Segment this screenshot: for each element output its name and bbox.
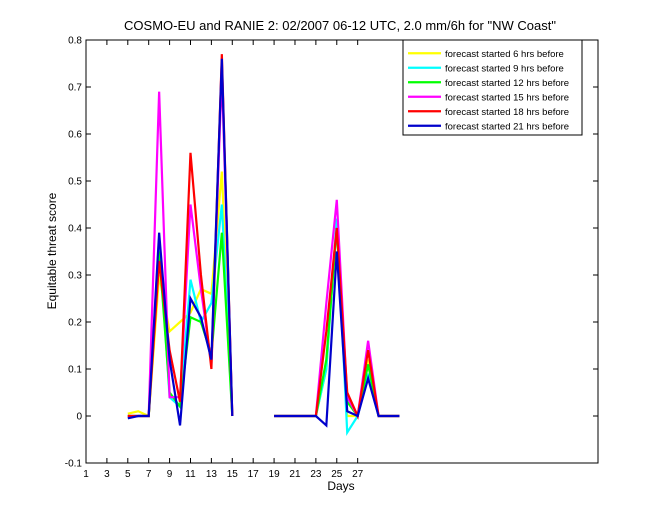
x-tick-label: 21 [289,469,301,480]
y-tick-label: 0.2 [68,318,82,329]
y-tick-label: 0.4 [68,224,82,235]
legend-entry: forecast started 9 hrs before [445,63,564,74]
x-axis-label: Days [327,479,354,493]
y-tick-label: 0 [76,412,82,423]
series-line [127,58,400,428]
x-tick-label: 17 [248,469,260,480]
y-axis-label: Equitable threat score [45,192,59,309]
x-tick-label: 23 [310,469,322,480]
legend-entry: forecast started 15 hrs before [445,92,569,103]
y-tick-label: 0.5 [68,177,82,188]
legend-box [402,39,583,136]
y-tick-label: -0.1 [65,459,83,470]
x-tick-label: 15 [227,469,239,480]
y-tick-label: 0.3 [68,271,82,282]
x-tick-label: 9 [167,469,173,480]
x-tick-label: 19 [269,469,281,480]
x-tick-label: 13 [206,469,218,480]
y-tick-label: 0.7 [68,83,82,94]
chart-legend: forecast started 6 hrs before forecast st… [402,39,583,136]
legend-entry: forecast started 18 hrs before [445,107,569,118]
x-tick-label: 25 [331,469,343,480]
series-layer [127,54,400,436]
chart-title: COSMO-EU and RANIE 2: 02/2007 06-12 UTC,… [124,18,556,33]
x-tick-label: 5 [125,469,131,480]
plot-frame [85,39,599,464]
legend-entry: forecast started 6 hrs before [445,49,564,60]
legend-entry: forecast started 21 hrs before [445,121,569,132]
x-tick-label: 27 [352,469,364,480]
y-tick-label: 0.6 [68,130,82,141]
x-tick-label: 11 [185,469,196,480]
plot-axes: 1 3 5 7 9 11 13 15 17 19 21 23 25 27-0.100.10.20.30.4… [65,36,599,480]
y-tick-label: 0.8 [68,36,82,47]
x-tick-label: 7 [146,469,152,480]
series-line [127,72,400,420]
legend-entry: forecast started 12 hrs before [445,78,569,89]
y-tick-label: 0.1 [68,365,82,376]
x-tick-label: 3 [104,469,110,480]
x-tick-label: 1 [83,469,89,480]
